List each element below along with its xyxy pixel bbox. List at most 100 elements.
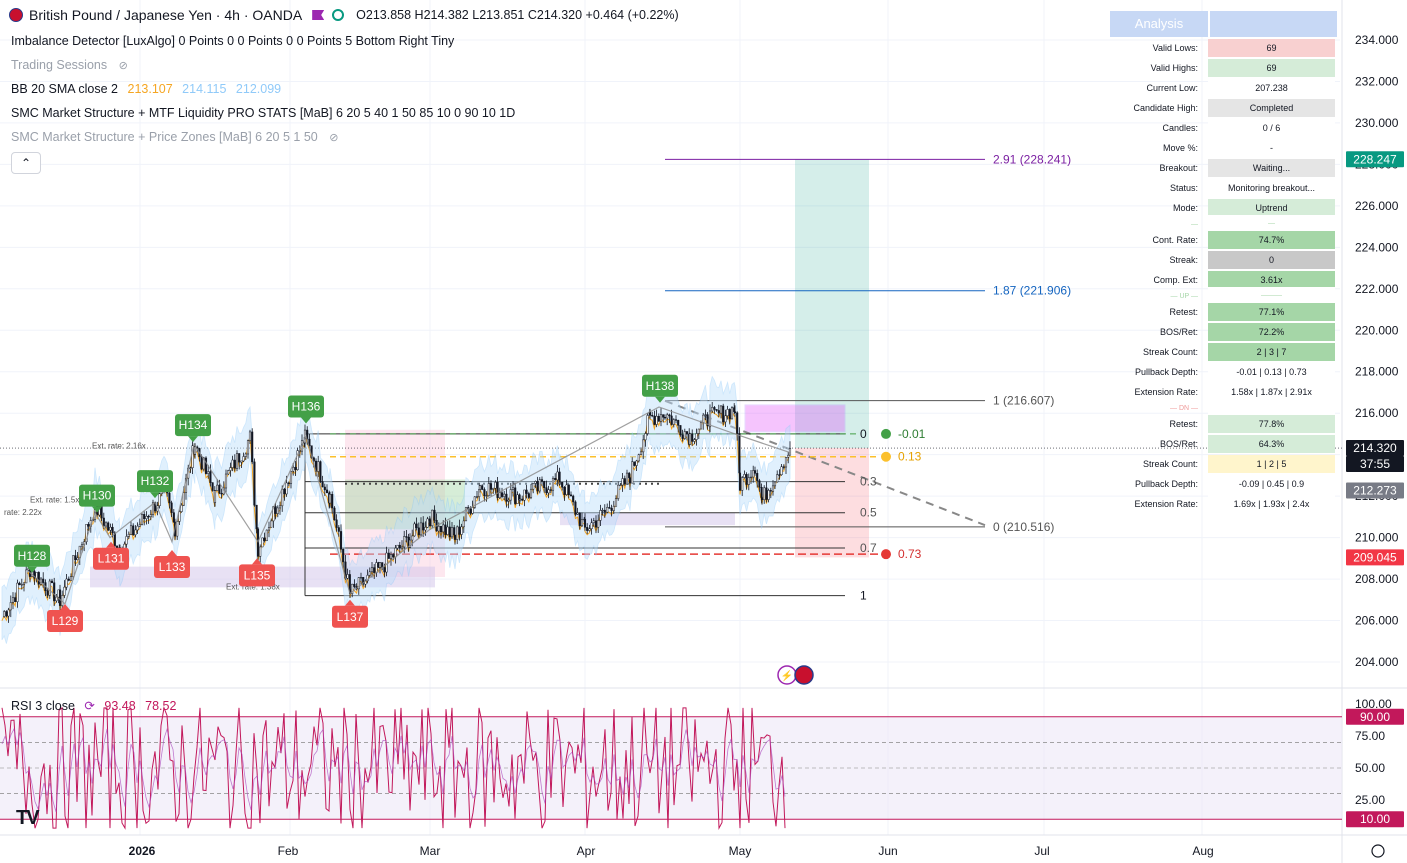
analysis-row: BOS/Ret: 72.2% <box>1110 322 1338 342</box>
candle-body <box>574 501 577 515</box>
candle-body <box>107 522 110 531</box>
swing-label-box <box>642 374 678 397</box>
analysis-value: ——— <box>1208 287 1335 305</box>
analysis-row: — DN — <box>1110 399 1338 417</box>
candle-body <box>415 523 418 529</box>
candle-body <box>127 534 130 537</box>
analysis-row: Retest: 77.1% <box>1110 302 1338 322</box>
analysis-value: — <box>1208 215 1335 233</box>
candle-body <box>129 525 133 535</box>
candle-body <box>444 524 447 535</box>
indicator-legend-bb[interactable]: BB 20 SMA close 2 213.107 214.115 212.09… <box>11 82 281 96</box>
candle-body <box>289 470 293 484</box>
candle-body <box>525 489 528 494</box>
analysis-table: Analysis Valid Lows: 69 Valid Highs: 69 Curre… <box>1110 10 1338 514</box>
candle-body <box>294 467 297 470</box>
candle-body <box>558 482 562 485</box>
indicator-legend-trading-sessions[interactable]: Trading Sessions ⊘ <box>11 58 128 72</box>
candle-body <box>603 511 607 514</box>
market-status-icon <box>332 9 345 21</box>
candle-body <box>136 525 139 531</box>
rsi-tag-label: 10.00 <box>1360 812 1390 826</box>
marker-label: -0.01 <box>898 427 926 441</box>
indicator-legend-imbalance[interactable]: Imbalance Detector [LuxAlgo] 0 Points 0 … <box>11 34 454 48</box>
price-tag <box>1346 549 1404 566</box>
collapse-legend-button[interactable]: ⌃ <box>11 152 41 174</box>
candle-body <box>778 474 781 476</box>
candle-body <box>231 459 234 468</box>
candle-body <box>523 489 526 501</box>
eye-off-icon[interactable]: ⊘ <box>329 132 339 144</box>
candle-body <box>67 578 70 581</box>
candle-body <box>419 522 423 536</box>
candle-body <box>405 536 408 538</box>
candle-body <box>218 484 221 494</box>
uk-flag-event-icon[interactable] <box>794 665 814 685</box>
candle-body <box>776 474 779 483</box>
tradingview-logo[interactable]: TV <box>16 807 40 829</box>
analysis-label: BOS/Ret: <box>1159 327 1198 337</box>
indicator-name: BB 20 SMA close 2 <box>11 82 119 96</box>
price-tick: 204.000 <box>1355 655 1399 669</box>
retracement-label: 0.5 <box>860 506 877 520</box>
candle-body <box>752 470 755 478</box>
candle-body <box>283 488 286 495</box>
candle-body <box>738 472 742 491</box>
candle-body <box>321 481 324 488</box>
candle-body <box>473 496 476 508</box>
symbol-title-bar[interactable]: British Pound / Japanese Yen · 4h · OAND… <box>9 7 679 23</box>
candle-body <box>697 428 700 434</box>
bb-basis-value: 213.107 <box>127 82 173 96</box>
candle-body <box>431 509 434 527</box>
candle-body <box>55 596 58 602</box>
indicator-legend-smc-zones[interactable]: SMC Market Structure + Price Zones [MaB]… <box>11 130 338 144</box>
candle-body <box>625 472 629 485</box>
analysis-value: 69 <box>1208 59 1335 77</box>
analysis-row: Valid Lows: 69 <box>1110 38 1338 58</box>
candle-body <box>708 410 712 428</box>
candle-body <box>238 453 241 463</box>
candle-body <box>113 532 116 547</box>
settings-gear-icon[interactable] <box>1371 844 1385 858</box>
eye-off-icon[interactable]: ⊘ <box>118 60 128 72</box>
candle-body <box>366 574 369 582</box>
candle-body <box>706 414 709 427</box>
fib-label: 1.87 (221.906) <box>993 284 1071 298</box>
candle-body <box>462 520 465 528</box>
swing-label: H128 <box>18 549 47 563</box>
candle-body <box>679 425 682 436</box>
candle-body <box>317 461 320 472</box>
candle-body <box>494 482 497 489</box>
candle-body <box>538 479 541 492</box>
analysis-label: Cont. Rate: <box>1152 235 1198 245</box>
candle-body <box>319 461 322 482</box>
candle-body <box>688 433 692 445</box>
candle-body <box>532 483 535 490</box>
indicator-legend-smc-mtf[interactable]: SMC Market Structure + MTF Liquidity PRO… <box>11 106 515 120</box>
candle-body <box>274 506 277 514</box>
candle-body <box>111 526 114 534</box>
analysis-row: Candidate High: Completed <box>1110 98 1338 118</box>
analysis-label: Pullback Depth: <box>1134 479 1198 489</box>
rsi-refresh-icon[interactable]: ⟳ <box>84 699 95 713</box>
analysis-value: 0 <box>1208 251 1335 269</box>
candle-body <box>398 544 401 549</box>
candle-body <box>492 487 495 490</box>
candle-body <box>529 488 533 498</box>
candle-body <box>695 433 698 440</box>
price-tick: 222.000 <box>1355 282 1399 296</box>
ohlc-readout: O213.858 H214.382 L213.851 C214.320 +0.4… <box>356 8 679 22</box>
flag-tag-icon[interactable] <box>312 10 325 20</box>
analysis-value: 3.61x <box>1208 271 1335 289</box>
candle-body <box>730 407 734 420</box>
rsi-tick: 75.00 <box>1355 729 1385 743</box>
candle-body <box>426 518 429 528</box>
candle-body <box>516 494 519 504</box>
rsi-legend[interactable]: RSI 3 close ⟳ 93.48 78.52 <box>11 698 176 713</box>
candle-body <box>590 522 593 529</box>
time-tick: Aug <box>1192 844 1213 858</box>
swing-label-pointer <box>301 417 311 424</box>
symbol-title[interactable]: British Pound / Japanese Yen · 4h · OAND… <box>29 7 303 23</box>
time-tick: Jul <box>1034 844 1049 858</box>
